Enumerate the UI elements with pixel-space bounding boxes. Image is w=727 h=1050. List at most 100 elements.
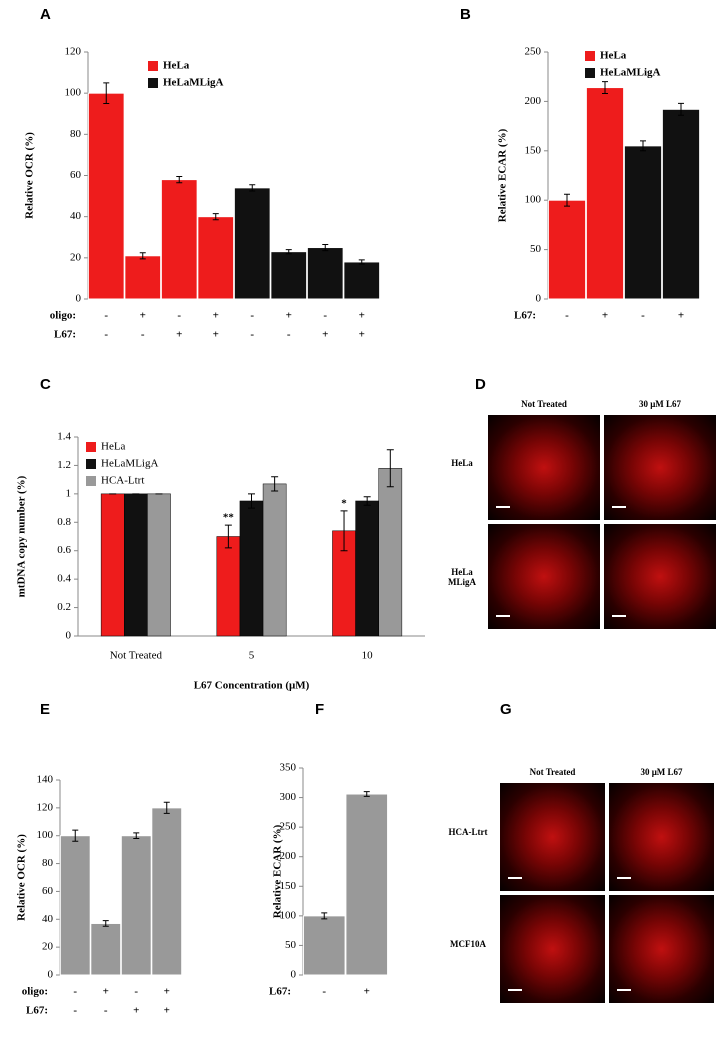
scale-bar — [508, 989, 522, 991]
bar — [151, 807, 183, 976]
error-bar — [602, 81, 608, 94]
x-row-value: - — [104, 310, 108, 322]
column-label: Not Treated — [521, 399, 567, 409]
bar — [547, 199, 587, 300]
y-tick-label: 1.2 — [57, 459, 71, 471]
bar — [90, 922, 122, 976]
panel-label: F — [315, 701, 324, 718]
column-label: Not Treated — [529, 767, 576, 777]
y-tick-label: 40 — [70, 210, 82, 222]
bar — [343, 261, 381, 300]
y-tick-label: 60 — [70, 169, 82, 181]
legend-swatch — [148, 78, 158, 88]
x-row-value: + — [103, 986, 109, 998]
x-row-label: L67: — [269, 986, 291, 998]
legend-swatch — [86, 442, 96, 452]
y-tick-label: 250 — [525, 46, 542, 58]
y-tick-label: 140 — [37, 774, 54, 786]
y-tick-label: 80 — [70, 128, 82, 140]
x-row-value: - — [177, 310, 181, 322]
error-bar — [363, 791, 370, 797]
error-bar — [72, 829, 79, 842]
error-bar — [248, 493, 255, 509]
error-bar — [102, 920, 109, 927]
column-label: 30 μM L67 — [640, 767, 683, 777]
x-row-value: + — [176, 329, 182, 341]
error-bar — [103, 82, 110, 104]
y-tick-label: 60 — [42, 885, 54, 897]
y-tick-label: 200 — [525, 95, 542, 107]
y-tick-label: 40 — [42, 913, 54, 925]
error-bar — [678, 102, 684, 116]
x-row-value: + — [213, 310, 219, 322]
error-bar — [133, 832, 140, 839]
micrograph — [604, 415, 716, 520]
bar — [355, 500, 379, 637]
y-tick-label: 300 — [280, 791, 297, 803]
x-row-value: + — [359, 329, 365, 341]
micrograph — [500, 783, 605, 891]
error-bar — [163, 801, 170, 814]
error-bar — [322, 243, 329, 252]
legend-label: HeLa — [163, 60, 190, 72]
error-bar — [321, 912, 328, 920]
y-tick-label: 20 — [70, 251, 82, 263]
x-row-value: + — [164, 1005, 170, 1017]
x-row-label: L67: — [54, 329, 76, 341]
bar — [239, 500, 264, 637]
x-row-value: + — [364, 986, 370, 998]
row-label: HCA-Ltrt — [448, 827, 488, 837]
y-tick-label: 150 — [525, 144, 542, 156]
bar — [345, 793, 389, 976]
panel-label: C — [40, 376, 51, 393]
micrograph — [609, 895, 714, 1003]
y-tick-label: 200 — [280, 850, 297, 862]
y-tick-label: 120 — [65, 46, 82, 58]
x-row-value: - — [322, 986, 326, 998]
x-row-label: L67: — [26, 1005, 48, 1017]
y-tick-label: 100 — [37, 829, 54, 841]
error-bar — [139, 252, 146, 260]
x-tick-label: Not Treated — [110, 650, 163, 662]
x-row-value: + — [213, 329, 219, 341]
bar — [147, 493, 171, 637]
bar — [233, 187, 271, 300]
scale-bar — [612, 506, 626, 508]
y-tick-label: 80 — [42, 857, 54, 869]
y-tick-label: 1 — [66, 487, 72, 499]
x-row-value: - — [565, 310, 569, 322]
bar — [59, 835, 91, 976]
bar — [585, 87, 625, 300]
x-row-value: - — [250, 310, 254, 322]
x-row-value: - — [104, 329, 108, 341]
row-label: MCF10A — [450, 939, 486, 949]
legend-swatch — [585, 51, 595, 61]
error-bar — [386, 449, 394, 488]
error-bar — [271, 476, 279, 492]
y-tick-label: 50 — [530, 243, 542, 255]
x-row-value: - — [250, 329, 254, 341]
bar — [306, 247, 344, 300]
y-tick-label: 1.4 — [57, 431, 71, 443]
y-tick-label: 120 — [37, 801, 54, 813]
significance-marker: ** — [223, 512, 235, 524]
bar — [197, 216, 235, 300]
scale-bar — [617, 877, 631, 879]
x-row-value: + — [322, 329, 328, 341]
x-row-label: oligo: — [22, 986, 48, 998]
y-tick-label: 0.8 — [57, 516, 71, 528]
x-row-value: + — [133, 1005, 139, 1017]
micrograph — [604, 524, 716, 629]
error-bar — [285, 249, 292, 255]
y-tick-label: 20 — [42, 941, 54, 953]
scale-bar — [496, 615, 510, 617]
x-row-value: - — [134, 986, 138, 998]
x-row-value: - — [287, 329, 291, 341]
x-row-value: + — [602, 310, 608, 322]
bar — [120, 835, 152, 976]
bar — [124, 493, 148, 637]
error-bar — [224, 524, 232, 549]
x-row-value: - — [73, 1005, 77, 1017]
